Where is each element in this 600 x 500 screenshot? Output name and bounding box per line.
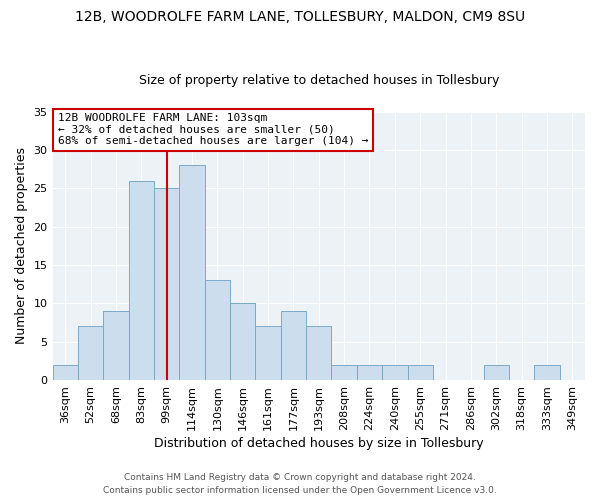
- Text: 12B WOODROLFE FARM LANE: 103sqm
← 32% of detached houses are smaller (50)
68% of: 12B WOODROLFE FARM LANE: 103sqm ← 32% of…: [58, 113, 368, 146]
- Bar: [103, 311, 128, 380]
- Y-axis label: Number of detached properties: Number of detached properties: [15, 148, 28, 344]
- Bar: [331, 364, 357, 380]
- Bar: [382, 364, 407, 380]
- Bar: [256, 326, 281, 380]
- Bar: [484, 364, 509, 380]
- Text: Contains HM Land Registry data © Crown copyright and database right 2024.
Contai: Contains HM Land Registry data © Crown c…: [103, 474, 497, 495]
- Bar: [53, 364, 78, 380]
- X-axis label: Distribution of detached houses by size in Tollesbury: Distribution of detached houses by size …: [154, 437, 484, 450]
- Bar: [78, 326, 103, 380]
- Bar: [357, 364, 382, 380]
- Bar: [281, 311, 306, 380]
- Bar: [154, 188, 179, 380]
- Bar: [306, 326, 331, 380]
- Bar: [230, 304, 256, 380]
- Bar: [534, 364, 560, 380]
- Bar: [205, 280, 230, 380]
- Bar: [179, 166, 205, 380]
- Title: Size of property relative to detached houses in Tollesbury: Size of property relative to detached ho…: [139, 74, 499, 87]
- Bar: [128, 181, 154, 380]
- Text: 12B, WOODROLFE FARM LANE, TOLLESBURY, MALDON, CM9 8SU: 12B, WOODROLFE FARM LANE, TOLLESBURY, MA…: [75, 10, 525, 24]
- Bar: [407, 364, 433, 380]
